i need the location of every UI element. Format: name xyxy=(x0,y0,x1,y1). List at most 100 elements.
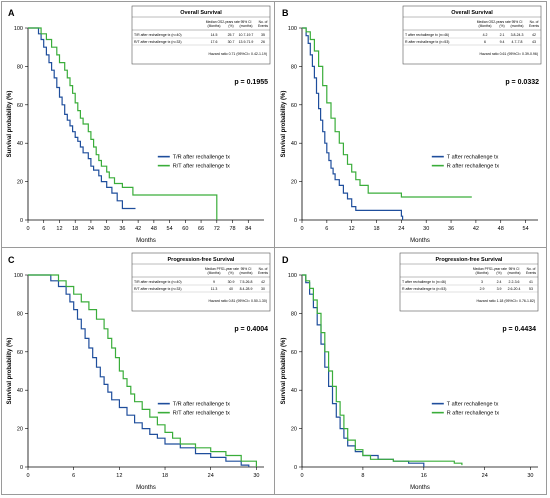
y-tick-label: 60 xyxy=(291,103,297,109)
table-cell: 14.5 xyxy=(211,33,218,37)
x-tick-label: 54 xyxy=(167,226,173,232)
x-axis-label: Months xyxy=(410,238,430,244)
x-tick-label: 42 xyxy=(135,226,141,232)
x-tick-label: 66 xyxy=(198,226,204,232)
table-cell: 7.5-26.8 xyxy=(240,280,253,284)
table-header-cell-2: (months) xyxy=(507,271,520,275)
table-header-cell-2: (%) xyxy=(228,271,233,275)
x-tick-label: 54 xyxy=(523,226,529,232)
y-tick-label: 60 xyxy=(17,103,23,109)
chart-title: Progression-free Survival xyxy=(168,257,235,263)
legend-entry: T/R after rechallenge tx xyxy=(173,155,230,161)
table-cell: 35 xyxy=(261,33,265,37)
legend-entry: R after rechallenge tx xyxy=(447,164,500,170)
y-tick-label: 40 xyxy=(17,388,23,394)
hazard-ratio-text: Hazard ratio 0.61 (95%CI= 0.39-0.96) xyxy=(480,52,538,56)
x-tick-label: 48 xyxy=(151,226,157,232)
panel-a-svg: A 0 20 40 60 80 100 0 6 12 18 24 30 36 42 48 54 60 66 72 78 8… xyxy=(7,5,271,244)
x-tick-label: 42 xyxy=(473,226,479,232)
y-tick-label: 60 xyxy=(17,350,23,356)
x-tick-label: 12 xyxy=(56,226,62,232)
table-cell: 17.6 xyxy=(211,40,218,44)
table-header-cell: Median PFS xyxy=(473,267,492,271)
info-table-box xyxy=(131,252,271,312)
table-cell: 4.7-7.8 xyxy=(512,40,523,44)
table-cell: 3.9 xyxy=(497,287,502,291)
table-cell: 41 xyxy=(529,280,533,284)
x-tick-label: 36 xyxy=(448,226,454,232)
survival-curve-blue xyxy=(302,27,404,220)
legend-entry: T after rechallenge tx xyxy=(447,155,499,161)
panel-d: D 0 20 40 60 80 100 0 8 16 24 30 Months Survival prob… xyxy=(276,249,548,494)
y-tick-label: 0 xyxy=(20,465,23,471)
table-cell: 2.2-3.6 xyxy=(509,280,520,284)
y-tick-label: 20 xyxy=(291,427,297,433)
table-cell: R after rechallenge tx (n=53) xyxy=(402,287,446,291)
x-axis-label: Months xyxy=(410,485,430,491)
x-tick-label: 30 xyxy=(527,473,533,479)
y-tick-label: 40 xyxy=(291,141,297,147)
x-axis-label: Months xyxy=(136,238,156,244)
y-tick-label: 60 xyxy=(291,350,297,356)
table-header-cell: 95% CI xyxy=(512,20,523,24)
table-header-cell-2: (Months) xyxy=(475,271,488,275)
table-cell: 6 xyxy=(484,40,486,44)
y-tick-label: 0 xyxy=(20,218,23,224)
table-header-cell: 95% CI xyxy=(509,267,520,271)
x-tick-label: 24 xyxy=(482,473,488,479)
x-tick-label: 84 xyxy=(245,226,251,232)
table-cell: 30.7 xyxy=(228,40,235,44)
x-tick-label: 6 xyxy=(325,226,328,232)
panel-letter: D xyxy=(282,255,289,265)
panel-letter: A xyxy=(8,8,15,18)
survival-curve-blue xyxy=(28,27,136,210)
y-tick-label: 100 xyxy=(14,273,23,279)
table-header-cell-2: (months) xyxy=(510,24,523,28)
table-cell: 3.8-24.3 xyxy=(511,33,524,37)
table-header-cell-2: (%) xyxy=(228,24,233,28)
panel-d-svg: D 0 20 40 60 80 100 0 8 16 24 30 Months Survival prob… xyxy=(281,252,539,491)
table-cell: 25.7 xyxy=(228,33,235,37)
x-axis-label: Months xyxy=(136,485,156,491)
y-tick-label: 0 xyxy=(294,218,297,224)
panel-c: C 0 20 40 60 80 100 0 6 12 18 24 30 Months Survival pr… xyxy=(2,249,274,494)
table-header-cell: 95% CI xyxy=(241,267,252,271)
table-cell: R/T after rechallenge tx (n=33) xyxy=(134,40,182,44)
table-header-cell: 2-years rate xyxy=(493,20,511,24)
legend-entry: R/T after rechallenge tx xyxy=(173,411,230,417)
table-cell: 43 xyxy=(532,40,536,44)
table-header-cell: Median OS xyxy=(206,20,223,24)
x-tick-label: 78 xyxy=(229,226,235,232)
x-tick-label: 30 xyxy=(423,226,429,232)
x-tick-label: 30 xyxy=(253,473,259,479)
x-tick-label: 0 xyxy=(300,226,303,232)
y-tick-label: 80 xyxy=(17,64,23,70)
x-tick-label: 24 xyxy=(208,473,214,479)
table-header-cell-2: (months) xyxy=(239,24,252,28)
panel-a: A 0 20 40 60 80 100 0 6 12 18 24 30 36 42 48 54 60 66 72 78 8… xyxy=(2,2,274,247)
panel-c-svg: C 0 20 40 60 80 100 0 6 12 18 24 30 Months Survival pr… xyxy=(7,252,271,491)
table-header-cell-2: (%) xyxy=(496,271,501,275)
survival-curve-green xyxy=(302,274,463,466)
y-axis-label: Survival probability (%) xyxy=(7,338,13,405)
info-table-box xyxy=(131,5,271,65)
x-tick-label: 12 xyxy=(116,473,122,479)
info-table-box xyxy=(402,5,542,65)
hazard-ratio-text: Hazard ratio 1.18 (95%CI= 0.76-1.82) xyxy=(477,299,535,303)
table-header-cell-2: Events xyxy=(258,271,268,275)
panel-b: B 0 20 40 60 80 100 0 6 12 18 24 30 36 42 48 54 Months Sur… xyxy=(276,2,548,247)
survival-curve-green xyxy=(302,27,472,198)
x-tick-label: 24 xyxy=(88,226,94,232)
x-tick-label: 24 xyxy=(398,226,404,232)
x-tick-label: 30 xyxy=(104,226,110,232)
table-header-cell: Median OS xyxy=(477,20,494,24)
x-tick-label: 36 xyxy=(119,226,125,232)
x-tick-label: 72 xyxy=(214,226,220,232)
table-cell: 10.7-19.7 xyxy=(239,33,254,37)
table-header-cell-2: (months) xyxy=(239,271,252,275)
x-tick-label: 16 xyxy=(421,473,427,479)
survival-curve-blue xyxy=(28,274,250,467)
table-cell: 3 xyxy=(481,280,483,284)
table-header-cell-2: Events xyxy=(258,24,268,28)
table-cell: 30.9 xyxy=(228,280,235,284)
